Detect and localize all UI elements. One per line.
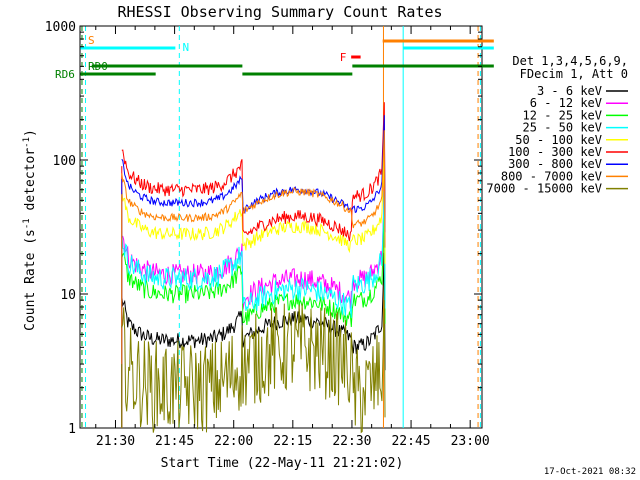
legend-label: 25 - 50 keV <box>523 121 602 135</box>
footer-date: 17-Oct-2021 08:32 <box>544 467 636 477</box>
y-axis-label: Count Rate (s-1 detector-1) <box>22 129 38 331</box>
x-tick-label: 21:45 <box>155 434 194 449</box>
series-line <box>121 102 386 242</box>
x-tick-label: 22:30 <box>332 434 371 449</box>
legend-header-1: Det 1,3,4,5,6,9, <box>512 54 628 68</box>
flag-label-f: F <box>340 51 347 64</box>
y-tick-label: 1000 <box>45 20 76 35</box>
x-tick-label: 22:15 <box>273 434 312 449</box>
plot-frame <box>79 25 483 429</box>
series-line <box>121 130 386 248</box>
y-axis-label-main: Count Rate (s <box>23 229 38 331</box>
series-line <box>121 206 386 328</box>
x-tick-label: 22:45 <box>391 434 430 449</box>
y-axis-label-end: ) <box>23 129 38 137</box>
y-tick-label: 100 <box>53 154 76 169</box>
x-tick-label: 23:00 <box>451 434 490 449</box>
flag-label-n: N <box>182 41 189 54</box>
legend-label: 12 - 25 keV <box>523 108 602 122</box>
legend-label: 300 - 800 keV <box>508 157 602 171</box>
legend-header-2: FDecim 1, Att 0 <box>520 67 628 81</box>
x-tick-label: 22:00 <box>214 434 253 449</box>
flag-bars: S N F RD0 RD6 <box>55 26 494 428</box>
flag-label-s: S <box>88 34 95 47</box>
series-lines <box>121 102 386 434</box>
flag-label-rd0: RD0 <box>88 60 108 73</box>
legend-label: 3 - 6 keV <box>537 84 602 98</box>
y-tick-label: 10 <box>60 288 76 303</box>
y-axis-label-mid: detector <box>23 148 38 219</box>
chart-title: RHESSI Observing Summary Count Rates <box>117 3 442 21</box>
axis-ticks: 21:30 21:45 22:00 22:15 22:30 22:45 23:00 1 10 10… <box>45 20 490 449</box>
series-line <box>121 191 386 318</box>
series-line <box>121 300 386 434</box>
legend-label: 800 - 7000 keV <box>501 169 602 183</box>
legend-label: 100 - 300 keV <box>508 145 602 159</box>
legend: Det 1,3,4,5,6,9, FDecim 1, Att 0 3 - 6 k… <box>486 54 628 196</box>
y-axis-label-sup: -1 <box>22 218 32 229</box>
legend-label: 7000 - 15000 keV <box>486 182 602 196</box>
legend-label: 6 - 12 keV <box>530 96 602 110</box>
flag-label-rd6: RD6 <box>55 68 75 81</box>
legend-label: 50 - 100 keV <box>515 133 602 147</box>
series-line <box>121 146 386 264</box>
y-axis-label-sup2: -1 <box>22 137 32 148</box>
plot-area: S N F RD0 RD6 21:30 21:45 22:00 22:15 22:30 22:45… <box>45 20 494 449</box>
y-tick-label: 1 <box>68 422 76 437</box>
x-axis-label: Start Time (22-May-11 21:21:02) <box>161 456 404 471</box>
x-tick-label: 21:30 <box>96 434 135 449</box>
